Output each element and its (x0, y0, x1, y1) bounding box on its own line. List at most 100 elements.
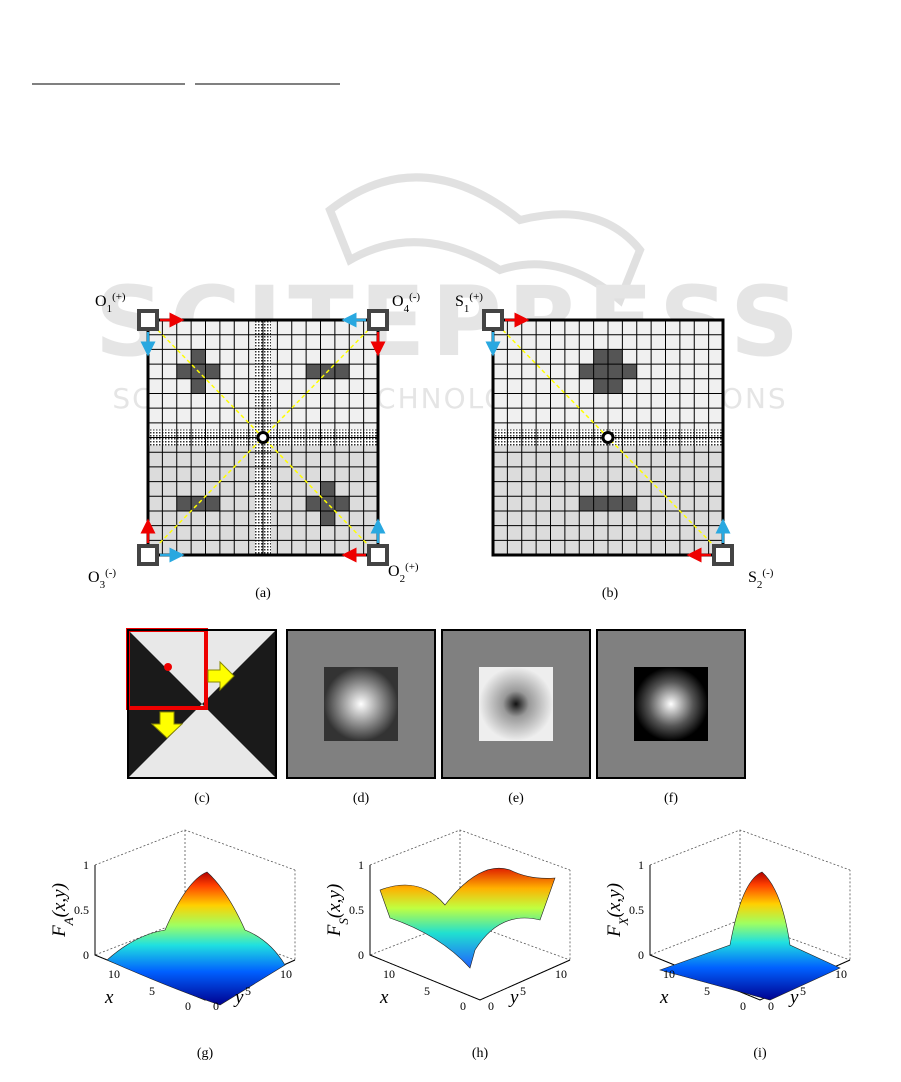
z-tick-label: 1 (638, 858, 644, 872)
x-tick-label: 0 (740, 999, 746, 1013)
z-label-base: F (49, 925, 70, 938)
corner-label: O1(+) (95, 291, 126, 315)
label-sup: (-) (409, 291, 420, 303)
z-label-base: F (324, 924, 345, 937)
z-label-rest: (x,y) (604, 883, 625, 917)
y-tick-label: 5 (245, 984, 251, 998)
y-label: y (233, 987, 244, 1008)
y-tick-label: 5 (520, 984, 526, 998)
z-label-sub: X (616, 916, 631, 926)
corner-label: O2(+) (388, 561, 419, 585)
panel-b: S1(+)S2(-)(b) (455, 291, 774, 601)
panel-a: O1(+) O4(-)O3(-) O2(+)(a) (88, 291, 420, 601)
corner-label: O3(-) (88, 567, 116, 591)
z-label-sub: S (336, 918, 351, 925)
image-patch (634, 667, 708, 741)
arrow-right (207, 660, 235, 692)
z-label-rest: (x,y) (49, 883, 70, 917)
dot (164, 663, 172, 671)
z-tick-label: 0.5 (349, 903, 364, 917)
label-base: S (748, 569, 757, 586)
image-patch (324, 667, 398, 741)
x-tick-label: 5 (704, 984, 710, 998)
x-tick-label: 5 (424, 984, 430, 998)
surface (106, 871, 286, 1006)
label-base: S (455, 293, 464, 310)
y-tick-label: 10 (280, 967, 292, 981)
corner-label: O4(-) (392, 291, 420, 315)
label-sub: 3 (100, 579, 106, 591)
caption: (f) (664, 791, 678, 806)
caption: (b) (602, 586, 619, 601)
arrow-down (150, 711, 184, 739)
y-tick-label: 5 (800, 984, 806, 998)
z-label-base: F (604, 925, 625, 938)
label-sub: 4 (404, 303, 410, 315)
x-tick-label: 0 (185, 999, 191, 1013)
image-frame (596, 629, 746, 779)
image-patch (479, 667, 553, 741)
z-tick-label: 1 (83, 858, 89, 872)
x-label: x (104, 987, 114, 1008)
z-tick-label: 0 (83, 948, 89, 962)
y-tick-label: 0 (213, 999, 219, 1013)
caption: (a) (255, 586, 271, 601)
z-tick-label: 0 (358, 948, 364, 962)
caption: (i) (753, 1046, 767, 1061)
corner-square (712, 544, 734, 566)
center (601, 431, 615, 444)
center (256, 431, 270, 444)
label-sub: 2 (757, 579, 763, 591)
axes (369, 865, 571, 1001)
z-tick-label: 0.5 (629, 903, 644, 917)
z-label-rest: (x,y) (324, 884, 345, 918)
corner-label: S1(+) (455, 291, 483, 315)
caption: (e) (508, 791, 524, 806)
z-tick-label: 1 (358, 858, 364, 872)
x-label: x (659, 987, 669, 1008)
label-base: O (388, 563, 400, 580)
caption: (c) (194, 791, 210, 806)
surface (659, 871, 841, 1001)
corner-square (482, 309, 504, 331)
corner-square (367, 309, 389, 331)
label-sup: (+) (405, 561, 419, 573)
block (306, 496, 350, 511)
x-tick-label: 10 (383, 967, 395, 981)
images: (c) (d) (e) (f) (126, 628, 746, 806)
z-label: FA(x,y) (49, 883, 76, 938)
surface (379, 867, 556, 969)
y-tick-label: 0 (488, 999, 494, 1013)
corner-label: S2(-) (748, 567, 774, 591)
caption: (d) (353, 791, 370, 806)
z-label-sub: A (61, 917, 76, 926)
x-label: x (379, 987, 389, 1008)
image-frame (127, 629, 277, 779)
image-frame (441, 629, 591, 779)
x-tick-label: 10 (108, 967, 120, 981)
label-sup: (+) (112, 291, 126, 303)
label-base: O (88, 569, 100, 586)
block (176, 496, 220, 511)
y-tick-label: 10 (835, 967, 847, 981)
label-sup: (-) (105, 567, 116, 579)
z-tick-label: 0 (638, 948, 644, 962)
frame (491, 318, 725, 557)
label-base: O (392, 293, 404, 310)
label-sub: 2 (400, 573, 406, 585)
image-frame (286, 629, 436, 779)
label-sup: (+) (469, 291, 483, 303)
label-sub: 1 (107, 303, 113, 315)
frame (146, 318, 380, 557)
y-label: y (508, 987, 519, 1008)
y-tick-label: 10 (555, 967, 567, 981)
x-tick-label: 5 (149, 984, 155, 998)
z-tick-label: 0.5 (74, 903, 89, 917)
label-base: O (95, 293, 107, 310)
caption: (h) (472, 1046, 489, 1061)
label-sup: (-) (762, 567, 773, 579)
y-label: y (788, 987, 799, 1008)
